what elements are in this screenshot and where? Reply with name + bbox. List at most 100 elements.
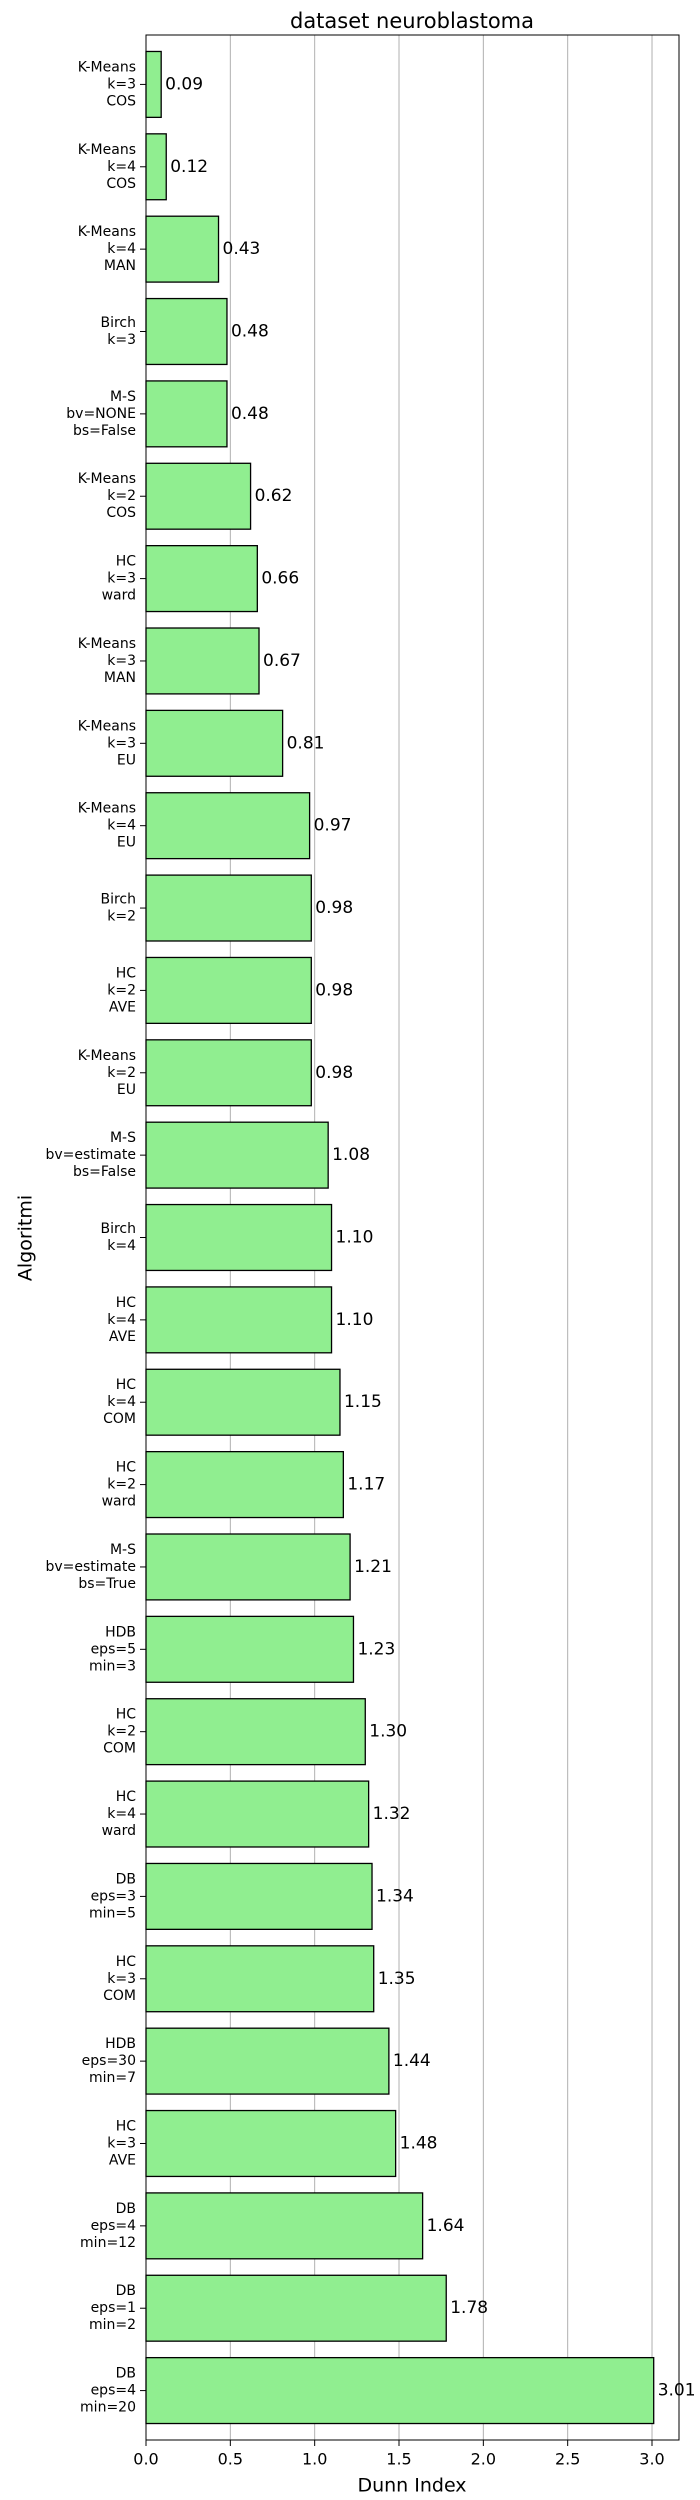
y-tick-label-line: HC bbox=[116, 965, 137, 981]
y-tick-label-line: AVE bbox=[109, 999, 136, 1015]
y-tick-label-line: min=7 bbox=[89, 2070, 136, 2086]
y-tick-label: HC k=3 AVE bbox=[107, 2118, 136, 2168]
value-label: 1.78 bbox=[450, 2298, 488, 2318]
y-tick-label-line: HC bbox=[116, 1707, 137, 1723]
y-tick-label-line: K-Means bbox=[78, 718, 136, 734]
y-tick-label-line: k=3 bbox=[107, 76, 136, 92]
value-label: 0.81 bbox=[287, 733, 325, 753]
y-tick-label-line: COM bbox=[103, 1741, 136, 1757]
y-tick-label-line: k=3 bbox=[107, 653, 136, 669]
value-label: 1.30 bbox=[369, 1722, 407, 1742]
bar bbox=[145, 874, 312, 942]
y-tick-label-line: k=2 bbox=[107, 1477, 136, 1493]
value-label: 0.98 bbox=[315, 980, 353, 1000]
value-label: 0.48 bbox=[231, 322, 269, 342]
y-tick-label-line: COS bbox=[106, 93, 136, 109]
bar bbox=[145, 1286, 333, 1354]
y-tick-label-line: HC bbox=[116, 554, 137, 570]
y-tick-label-line: HDB bbox=[105, 2036, 136, 2052]
y-tick-label-line: K-Means bbox=[78, 1048, 136, 1064]
bar bbox=[145, 2027, 390, 2095]
value-label: 0.48 bbox=[231, 404, 269, 424]
y-tick-label: DB eps=4 min=20 bbox=[80, 2366, 136, 2416]
value-label: 1.15 bbox=[344, 1392, 382, 1412]
y-tick-label-line: COS bbox=[106, 505, 136, 521]
y-tick-label: K-Means k=4 COS bbox=[78, 142, 136, 192]
y-tick-label-line: K-Means bbox=[78, 59, 136, 75]
y-tick-label: K-Means k=2 EU bbox=[78, 1048, 136, 1098]
y-tick-label-line: M-S bbox=[110, 1542, 136, 1558]
y-tick-label-line: K-Means bbox=[78, 224, 136, 240]
y-tick-label-line: eps=1 bbox=[91, 2300, 136, 2316]
y-tick-label-line: k=4 bbox=[107, 1312, 136, 1328]
bar bbox=[145, 709, 284, 777]
y-tick-label-line: bs=False bbox=[73, 423, 136, 439]
y-tick-label: DB eps=1 min=2 bbox=[89, 2283, 136, 2333]
value-label: 0.66 bbox=[261, 569, 299, 589]
y-tick-label-line: min=3 bbox=[89, 1658, 136, 1674]
bar bbox=[145, 956, 312, 1025]
y-tick-label: HC k=2 ward bbox=[102, 1460, 137, 1510]
value-label: 1.21 bbox=[354, 1557, 392, 1577]
y-tick-label-line: k=4 bbox=[107, 1806, 136, 1822]
y-tick-label-line: ward bbox=[102, 1823, 136, 1839]
y-tick-label-line: HDB bbox=[105, 1624, 136, 1640]
y-tick-label-line: DB bbox=[116, 2366, 136, 2382]
y-tick-label-line: Birch bbox=[100, 892, 136, 908]
y-tick-label-line: k=2 bbox=[107, 982, 136, 998]
y-tick-label-line: bv=estimate bbox=[45, 1147, 136, 1163]
y-tick-label-line: k=4 bbox=[107, 159, 136, 175]
value-label: 1.64 bbox=[427, 2216, 465, 2236]
y-tick-label: HC k=2 AVE bbox=[107, 965, 136, 1015]
y-tick-label-line: HC bbox=[116, 1954, 137, 1970]
bar bbox=[145, 1615, 355, 1683]
y-tick-label-line: k=4 bbox=[107, 241, 136, 257]
bar bbox=[145, 1698, 366, 1766]
y-tick-label-line: HC bbox=[116, 2118, 137, 2134]
y-tick-label-line: M-S bbox=[110, 389, 136, 405]
y-tick-label-line: k=3 bbox=[107, 2135, 136, 2151]
y-tick-label: K-Means k=4 MAN bbox=[78, 224, 136, 274]
y-tick-label-line: DB bbox=[116, 2201, 136, 2217]
y-tick-label-line: min=5 bbox=[89, 1905, 136, 1921]
value-label: 3.01 bbox=[658, 2381, 696, 2401]
y-tick-label-line: EU bbox=[117, 752, 136, 768]
y-tick-label-line: k=4 bbox=[107, 1238, 136, 1254]
y-tick-label-line: bv=estimate bbox=[45, 1559, 136, 1575]
y-tick-label-line: HC bbox=[116, 1460, 137, 1476]
y-tick-label-line: bs=False bbox=[73, 1164, 136, 1180]
bar bbox=[145, 2109, 397, 2178]
y-tick-label: K-Means k=3 MAN bbox=[78, 636, 136, 686]
x-tick-label: 2.0 bbox=[471, 2450, 496, 2469]
bar bbox=[145, 462, 252, 530]
bar bbox=[145, 792, 311, 860]
y-tick-label-line: COM bbox=[103, 1411, 136, 1427]
y-tick-label-line: ward bbox=[102, 588, 136, 604]
x-axis-label: Dunn Index bbox=[357, 2475, 466, 2497]
bar bbox=[145, 545, 258, 613]
value-label: 1.17 bbox=[347, 1475, 385, 1495]
y-tick-label-line: MAN bbox=[104, 258, 136, 274]
y-tick-label: HC k=2 COM bbox=[103, 1707, 136, 1757]
y-tick-label: M-S bv=estimate bs=True bbox=[45, 1542, 136, 1592]
bar bbox=[145, 50, 162, 119]
value-label: 1.44 bbox=[393, 2051, 431, 2071]
y-tick-label-line: K-Means bbox=[78, 636, 136, 652]
y-tick-label: HC k=4 COM bbox=[103, 1377, 136, 1427]
y-tick-label: Birch k=3 bbox=[100, 315, 136, 348]
y-tick-label: HC k=3 COM bbox=[103, 1954, 136, 2004]
chart-title: dataset neuroblastoma bbox=[290, 9, 534, 33]
bar bbox=[145, 2274, 447, 2342]
x-tick-label: 1.5 bbox=[386, 2450, 411, 2469]
value-label: 1.23 bbox=[357, 1639, 395, 1659]
y-tick-label: DB eps=4 min=12 bbox=[80, 2201, 136, 2251]
y-tick-label-line: k=2 bbox=[107, 1065, 136, 1081]
y-tick-label-line: HC bbox=[116, 1377, 137, 1393]
y-tick-label-line: AVE bbox=[109, 2152, 136, 2168]
y-tick-label: Birch k=2 bbox=[100, 892, 136, 925]
y-tick-label-line: DB bbox=[116, 1871, 136, 1887]
bar bbox=[145, 1780, 370, 1848]
bar bbox=[145, 1121, 329, 1189]
y-tick-label-line: bv=NONE bbox=[66, 406, 136, 422]
y-tick-label-line: eps=4 bbox=[91, 2383, 137, 2399]
